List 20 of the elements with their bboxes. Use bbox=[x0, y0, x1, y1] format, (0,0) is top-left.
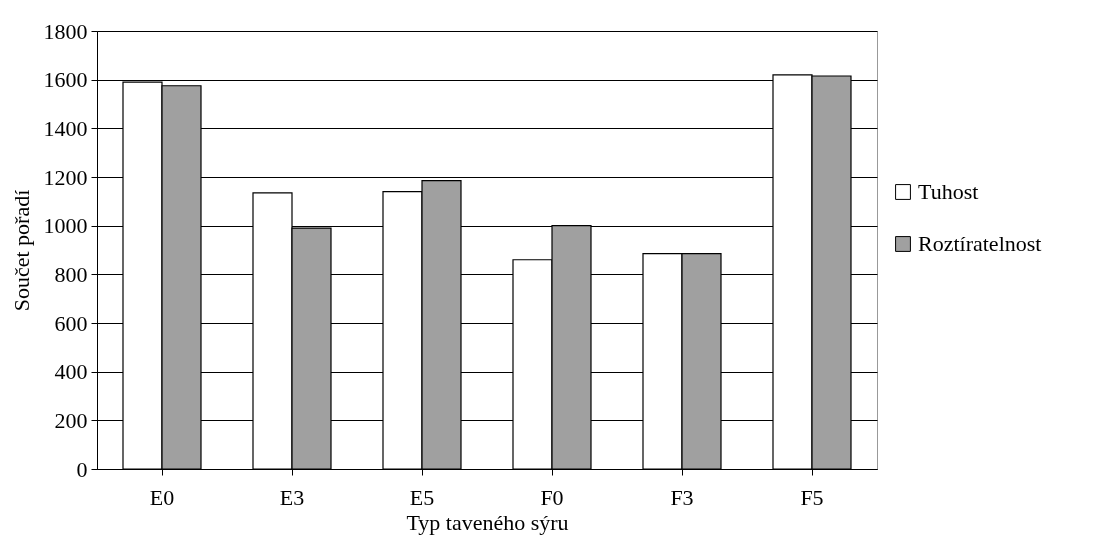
y-tick-label: 400 bbox=[54, 359, 88, 385]
y-tick-label: 1600 bbox=[43, 67, 88, 93]
y-tick-label: 0 bbox=[76, 456, 88, 482]
y-tick-label: 600 bbox=[54, 310, 88, 336]
x-axis-title: Typ taveného sýru bbox=[406, 509, 569, 535]
y-tick-label: 1800 bbox=[43, 18, 88, 44]
y-tick-label: 1000 bbox=[43, 213, 88, 239]
y-tick-label: 800 bbox=[54, 261, 88, 287]
x-tick-label: F5 bbox=[800, 484, 824, 510]
y-tick-label: 1200 bbox=[43, 164, 88, 190]
y-tick-label: 1400 bbox=[43, 115, 88, 141]
x-tick-label: E3 bbox=[279, 484, 305, 510]
x-tick-label: E5 bbox=[409, 484, 435, 510]
y-tick-label: 200 bbox=[54, 407, 88, 433]
legend-label: Tuhost bbox=[918, 179, 979, 204]
x-tick-label: E0 bbox=[149, 484, 175, 510]
x-tick-label: F3 bbox=[670, 484, 694, 510]
x-tick-label: F0 bbox=[540, 484, 564, 510]
legend-label: Roztíratelnost bbox=[918, 231, 1042, 256]
y-axis-title: Součet pořadí bbox=[8, 189, 34, 312]
